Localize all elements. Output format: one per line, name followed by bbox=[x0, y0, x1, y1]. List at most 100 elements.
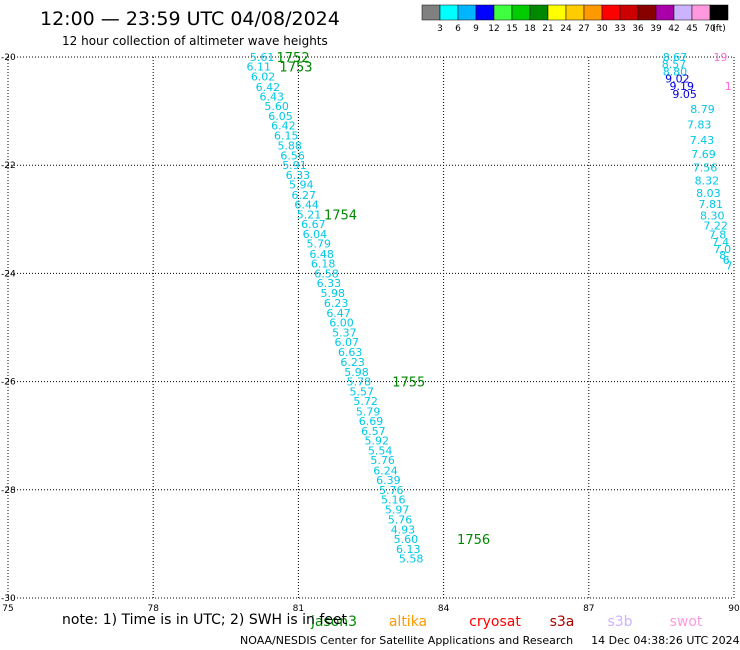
legend-satellite-s3b: s3b bbox=[607, 614, 632, 630]
swh-data-point: 6.02 bbox=[251, 70, 276, 83]
swh-data-point: 6.56 bbox=[280, 149, 305, 162]
swh-data-point: 5.60 bbox=[264, 100, 289, 113]
swh-data-point: 7.81 bbox=[699, 198, 724, 211]
colorbar-label: 21 bbox=[542, 24, 553, 34]
swh-data-point: 8.30 bbox=[700, 210, 725, 223]
footer-note-line: note: 1) Time is in UTC; 2) SWH is in fe… bbox=[62, 612, 347, 628]
footer-timestamp: 14 Dec 04:38:26 UTC 2024 bbox=[591, 634, 740, 647]
swh-data-point: 7.4 bbox=[712, 236, 730, 249]
swh-data-point: 6.13 bbox=[396, 543, 421, 556]
colorbar-label: 42 bbox=[668, 24, 679, 34]
orbit-number-label: 1752 bbox=[277, 51, 310, 66]
colorbar-unit: (ft) bbox=[712, 24, 726, 34]
colorbar-label: 36 bbox=[632, 24, 644, 34]
orbit-number-label: 1756 bbox=[457, 533, 490, 548]
swh-data-point: 5.79 bbox=[306, 238, 331, 251]
swh-data-point: 5.88 bbox=[277, 140, 302, 153]
swh-data-point: 8.80 bbox=[663, 66, 688, 79]
swh-data-point: 6.33 bbox=[286, 169, 311, 182]
colorbar-swatch bbox=[475, 4, 495, 21]
colorbar-swatch bbox=[583, 4, 603, 21]
swh-data-point: 5.61 bbox=[250, 51, 275, 64]
swh-data-point: 9.02 bbox=[665, 73, 690, 86]
swh-data-point: 7.8 bbox=[709, 228, 727, 241]
footer-note: note: 1) Time is in UTC; 2) SWH is in fe… bbox=[62, 612, 348, 628]
swh-data-point: 6.47 bbox=[326, 307, 351, 320]
y-tick-label: -20 bbox=[1, 53, 16, 63]
legend-satellite-s3a: s3a bbox=[550, 614, 575, 630]
colorbar-label: 27 bbox=[578, 24, 589, 34]
swh-data-point: 1 bbox=[725, 80, 732, 93]
swh-data-point: 6.58 bbox=[314, 267, 339, 280]
legend-satellite-jason3: jason3 bbox=[310, 614, 357, 630]
x-tick-label: 84 bbox=[438, 604, 450, 614]
colorbar-swatch bbox=[565, 4, 585, 21]
x-tick-label: 81 bbox=[293, 604, 304, 614]
colorbar-label: 39 bbox=[650, 24, 662, 34]
swh-data-point: 5.98 bbox=[321, 287, 346, 300]
orbit-number-label: 1755 bbox=[392, 376, 425, 391]
swh-data-point: 5.58 bbox=[399, 553, 424, 566]
colorbar-label: 6 bbox=[455, 24, 461, 34]
swh-data-point: 6.07 bbox=[335, 336, 360, 349]
swh-data-point: 7.43 bbox=[690, 134, 715, 147]
colorbar-swatch bbox=[637, 4, 657, 21]
colorbar-swatch bbox=[529, 4, 549, 21]
x-tick-label: 87 bbox=[583, 604, 594, 614]
colorbar-swatch bbox=[439, 4, 459, 21]
colorbar-swatch bbox=[511, 4, 531, 21]
swh-data-point: 7.56 bbox=[693, 161, 718, 174]
colorbar-label: 24 bbox=[560, 24, 572, 34]
chart-subtitle: 12 hour collection of altimeter wave hei… bbox=[62, 34, 328, 48]
swh-data-point: 7.0 bbox=[714, 243, 732, 256]
swh-data-point: 6.44 bbox=[294, 199, 319, 212]
swh-data-point: 19 bbox=[713, 51, 727, 64]
colorbar-label: 33 bbox=[614, 24, 625, 34]
swh-data-point: 8.03 bbox=[696, 187, 721, 200]
swh-data-point: 5.57 bbox=[350, 385, 375, 398]
x-tick-label: 90 bbox=[728, 604, 740, 614]
y-tick-label: -28 bbox=[1, 486, 16, 496]
swh-data-point: 4.93 bbox=[391, 523, 416, 536]
swh-data-point: 5.76 bbox=[370, 454, 395, 467]
colorbar-swatch bbox=[457, 4, 477, 21]
swh-data-point: 6.05 bbox=[268, 110, 293, 123]
colorbar-label: 30 bbox=[596, 24, 608, 34]
swh-data-point: 5.91 bbox=[282, 159, 307, 172]
y-tick-label: -22 bbox=[1, 161, 16, 171]
chart-title: 12:00 — 23:59 UTC 04/08/2024 bbox=[40, 8, 340, 30]
x-tick-label: 75 bbox=[2, 604, 13, 614]
swh-data-point: 7.69 bbox=[691, 148, 716, 161]
colorbar-swatch bbox=[691, 4, 711, 21]
footer-credit: NOAA/NESDIS Center for Satellite Applica… bbox=[240, 634, 574, 647]
colorbar-label: 18 bbox=[524, 24, 536, 34]
swh-data-point: 5.21 bbox=[297, 208, 322, 221]
swh-data-point: 6.18 bbox=[311, 258, 336, 271]
y-tick-label: -26 bbox=[1, 378, 16, 388]
swh-data-point: 6.23 bbox=[324, 297, 349, 310]
swh-data-point: 6.39 bbox=[376, 474, 401, 487]
colorbar-label: 70 bbox=[704, 24, 716, 34]
swh-data-point: 6.04 bbox=[303, 228, 328, 241]
swh-data-point: 6.15 bbox=[274, 129, 299, 142]
swh-data-point: 5.79 bbox=[356, 405, 381, 418]
swh-data-point: 6.33 bbox=[317, 277, 342, 290]
swh-data-point: 6.00 bbox=[329, 317, 354, 330]
colorbar-label: 15 bbox=[506, 24, 517, 34]
swh-data-point: 5.97 bbox=[385, 503, 410, 516]
swh-data-point: 8. bbox=[719, 249, 730, 262]
swh-data-point: 8.32 bbox=[695, 174, 720, 187]
legend-satellite-cryosat: cryosat bbox=[469, 614, 521, 630]
swh-data-point: 6.57 bbox=[361, 425, 386, 438]
swh-data-point: 5.76 bbox=[379, 484, 404, 497]
colorbar-swatch bbox=[601, 4, 621, 21]
swh-data-point: 6.27 bbox=[291, 189, 316, 202]
colorbar-label: 3 bbox=[437, 24, 443, 34]
swh-data-point: 6.69 bbox=[359, 415, 384, 428]
colorbar-swatch bbox=[655, 4, 675, 21]
orbit-number-label: 1753 bbox=[279, 61, 312, 76]
legend-satellite-altika: altika bbox=[389, 614, 427, 630]
swh-data-point: 5.92 bbox=[365, 435, 390, 448]
colorbar-label: 45 bbox=[686, 24, 697, 34]
